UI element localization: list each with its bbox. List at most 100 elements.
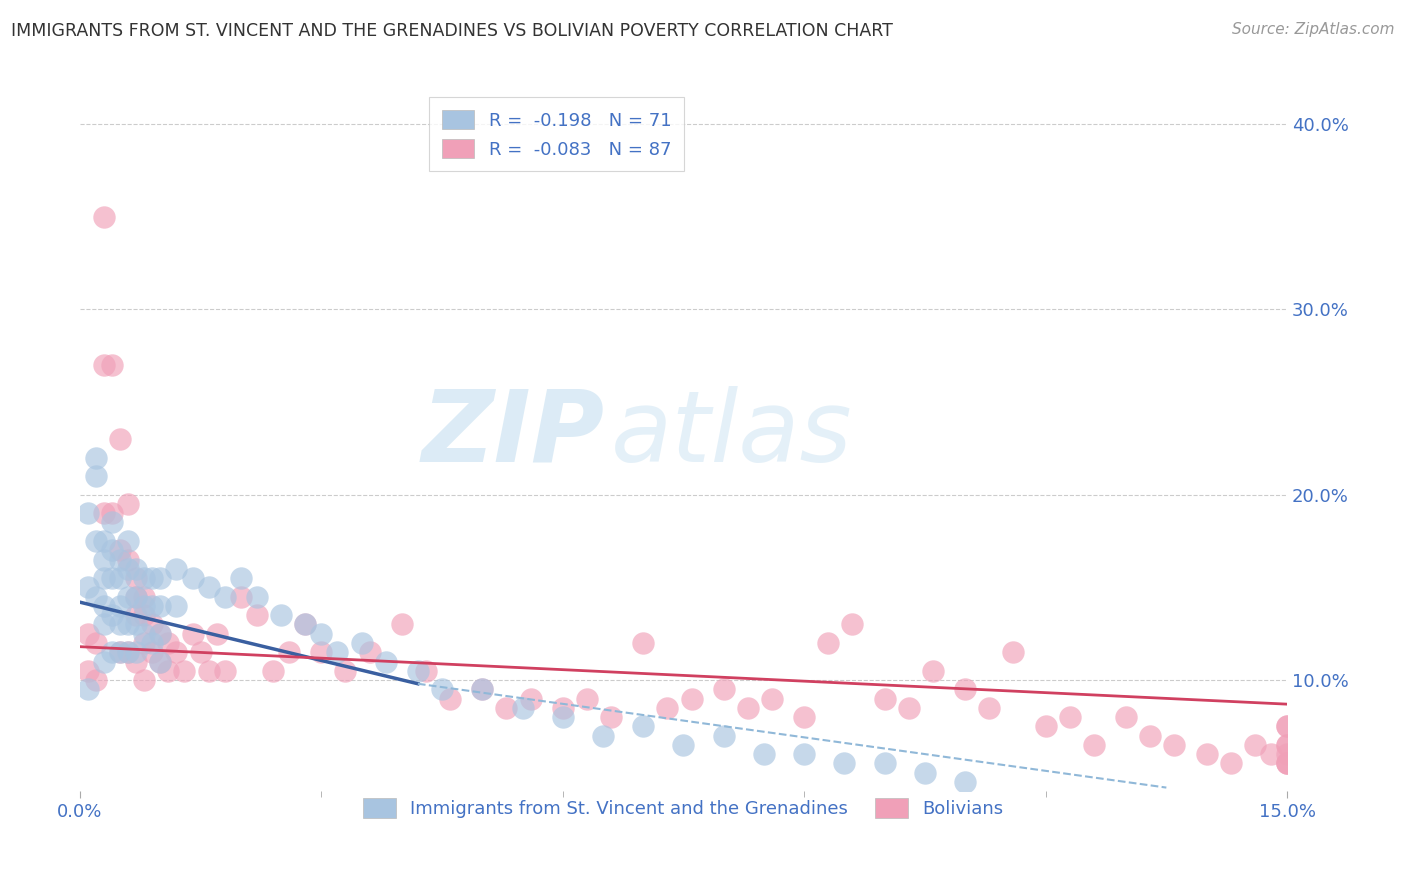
Text: Source: ZipAtlas.com: Source: ZipAtlas.com (1232, 22, 1395, 37)
Point (77, 580, 100, 594)
Point (141, 571, 163, 585)
Point (1139, 729, 1161, 743)
Point (125, 617, 148, 632)
Point (335, 664, 357, 678)
Point (1275, 756, 1298, 771)
Point (551, 710, 574, 724)
Point (84, 673, 107, 687)
Point (1219, 756, 1241, 771)
Point (834, 756, 856, 771)
Point (181, 571, 204, 585)
Point (512, 701, 534, 715)
Point (519, 691, 541, 706)
Point (752, 747, 775, 762)
Point (117, 645, 139, 659)
Point (93, 599, 115, 613)
Point (101, 516, 124, 530)
Point (108, 599, 131, 613)
Point (84, 533, 107, 548)
Point (311, 645, 333, 659)
Point (897, 701, 920, 715)
Point (149, 655, 172, 669)
Point (165, 645, 187, 659)
Point (1260, 747, 1282, 762)
Point (1275, 747, 1298, 762)
Point (197, 580, 219, 594)
Point (108, 617, 131, 632)
Point (657, 701, 679, 715)
Point (713, 682, 735, 697)
Point (326, 645, 349, 659)
Point (125, 590, 148, 604)
Point (101, 571, 124, 585)
Point (108, 543, 131, 558)
Point (1002, 645, 1025, 659)
Point (108, 552, 131, 566)
Point (439, 691, 461, 706)
Point (134, 571, 156, 585)
Point (953, 775, 976, 789)
Point (1083, 738, 1105, 752)
Point (108, 645, 131, 659)
Point (471, 682, 494, 697)
Point (125, 655, 148, 669)
Point (1275, 719, 1298, 733)
Point (141, 636, 163, 650)
Point (134, 673, 156, 687)
Point (157, 664, 180, 678)
Point (93, 210, 115, 224)
Point (125, 608, 148, 623)
Point (117, 497, 139, 511)
Point (125, 590, 148, 604)
Point (430, 682, 453, 697)
Point (134, 590, 156, 604)
Point (93, 571, 115, 585)
Point (149, 571, 172, 585)
Point (229, 571, 252, 585)
Point (1275, 738, 1298, 752)
Point (84, 469, 107, 483)
Point (551, 701, 574, 715)
Point (101, 506, 124, 520)
Point (149, 599, 172, 613)
Point (495, 701, 517, 715)
Point (165, 599, 187, 613)
Point (93, 655, 115, 669)
Text: atlas: atlas (612, 386, 852, 483)
Point (77, 682, 100, 697)
Point (165, 562, 187, 576)
Point (229, 590, 252, 604)
Point (77, 664, 100, 678)
Point (117, 533, 139, 548)
Point (77, 626, 100, 640)
Point (117, 590, 139, 604)
Point (246, 608, 269, 623)
Point (101, 543, 124, 558)
Point (84, 450, 107, 465)
Point (979, 701, 1001, 715)
Point (631, 636, 654, 650)
Point (350, 636, 373, 650)
Point (125, 645, 148, 659)
Point (672, 738, 695, 752)
Point (141, 617, 163, 632)
Point (141, 645, 163, 659)
Point (922, 664, 945, 678)
Point (141, 599, 163, 613)
Point (1275, 738, 1298, 752)
Point (873, 756, 896, 771)
Point (93, 358, 115, 372)
Point (157, 636, 180, 650)
Point (1244, 738, 1267, 752)
Point (93, 506, 115, 520)
Point (262, 664, 284, 678)
Point (1275, 756, 1298, 771)
Point (1195, 747, 1218, 762)
Point (406, 664, 429, 678)
Point (101, 358, 124, 372)
Point (1115, 710, 1137, 724)
Point (117, 617, 139, 632)
Point (197, 664, 219, 678)
Point (1163, 738, 1185, 752)
Point (149, 626, 172, 640)
